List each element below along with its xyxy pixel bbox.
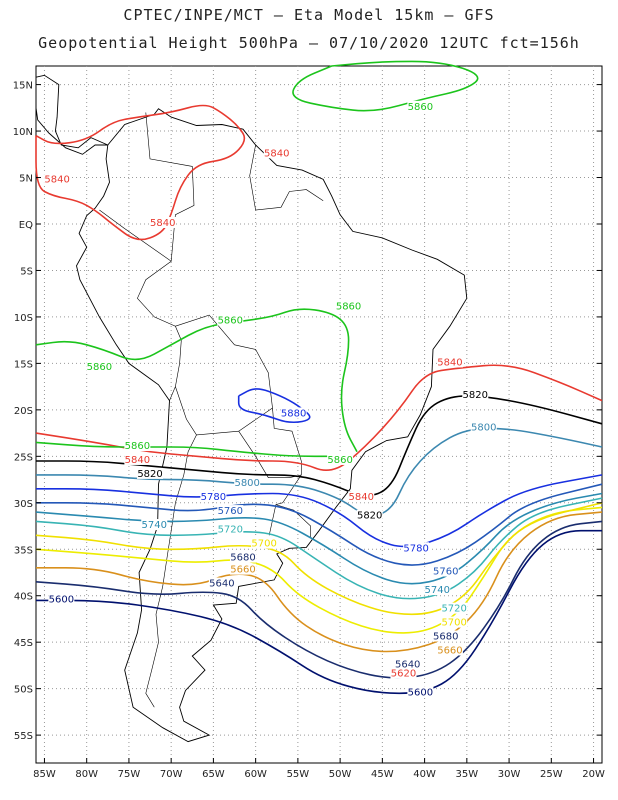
contour-5680	[35, 506, 603, 634]
contour-label-5640: 5640	[209, 579, 234, 590]
contour-label-5820: 5820	[357, 511, 382, 522]
contour-5760	[36, 483, 603, 566]
lat-tick-label: 50S	[14, 685, 33, 696]
lon-tick-label: 40W	[413, 769, 436, 780]
closed-contour-5880	[237, 388, 311, 424]
contour-label-5860: 5860	[408, 102, 433, 113]
contour-label-5860: 5860	[336, 302, 361, 313]
contour-5720	[35, 497, 603, 600]
contour-5640	[35, 520, 603, 679]
contour-label-5820: 5820	[137, 469, 162, 480]
central-america-coast	[35, 74, 108, 149]
contour-label-5680: 5680	[230, 553, 255, 564]
lon-tick-label: 70W	[160, 769, 183, 780]
contour-label-5820: 5820	[463, 390, 488, 401]
contour-label-5800: 5800	[471, 422, 496, 433]
lat-tick-label: 25S	[14, 452, 33, 463]
contour-label-5860: 5860	[87, 362, 112, 373]
lat-tick-label: 40S	[14, 592, 33, 603]
central-america-pacific-coast	[35, 107, 108, 155]
map-frame	[35, 65, 603, 764]
lon-tick-label: 20W	[582, 769, 605, 780]
country-border	[145, 434, 197, 708]
closed-contour-5860	[292, 60, 479, 112]
contour-label-5620: 5620	[391, 669, 416, 680]
contour-label-5700: 5700	[251, 539, 276, 550]
map-title-line-1: CPTEC/INPE/MCT – Eta Model 15km – GFS	[123, 6, 495, 24]
contour-label-5800: 5800	[234, 478, 259, 489]
contour-label-5740: 5740	[142, 520, 167, 531]
lon-tick-label: 35W	[456, 769, 479, 780]
contour-5600	[36, 529, 602, 695]
contour-label-5600: 5600	[408, 687, 433, 698]
contour-label-5860: 5860	[125, 441, 150, 452]
contour-label-5720: 5720	[441, 604, 466, 615]
lon-tick-label: 50W	[329, 769, 352, 780]
lat-tick-label: 10N	[13, 127, 33, 138]
country-border	[99, 112, 195, 262]
country-border	[275, 504, 311, 538]
contour-label-5860: 5860	[218, 316, 243, 327]
lat-tick-label: 15S	[14, 359, 33, 370]
contour-5740	[35, 492, 603, 585]
contour-label-5840: 5840	[150, 218, 175, 229]
contour-label-5700: 5700	[441, 618, 466, 629]
lon-tick-label: 80W	[75, 769, 98, 780]
contour-label-5660: 5660	[230, 565, 255, 576]
lon-tick-label: 30W	[498, 769, 521, 780]
lat-tick-label: 35S	[14, 545, 33, 556]
lon-tick-label: 65W	[202, 769, 225, 780]
contour-5780	[36, 474, 603, 548]
contour-label-5860: 5860	[327, 455, 352, 466]
contour-label-5840: 5840	[264, 148, 289, 159]
contour-label-5720: 5720	[218, 525, 243, 536]
contour-5700	[35, 502, 603, 616]
lat-tick-label: 45S	[14, 638, 33, 649]
contour-label-5680: 5680	[433, 632, 458, 643]
lat-tick-label: 30S	[14, 499, 33, 510]
contour-label-5840: 5840	[349, 492, 374, 503]
closed-contour-5840	[35, 104, 246, 241]
contour-label-5780: 5780	[201, 492, 226, 503]
contour-label-5840: 5840	[44, 174, 69, 185]
lon-tick-label: 55W	[287, 769, 310, 780]
lat-tick-label: 55S	[14, 731, 33, 742]
lat-tick-label: 15N	[13, 81, 33, 92]
contour-label-5780: 5780	[403, 543, 428, 554]
lon-tick-label: 45W	[371, 769, 394, 780]
contour-label-5760: 5760	[218, 506, 243, 517]
contour-label-5600: 5600	[49, 594, 74, 605]
lon-tick-label: 25W	[540, 769, 563, 780]
lon-tick-label: 75W	[118, 769, 141, 780]
lat-tick-label: 5S	[20, 266, 33, 277]
coastline	[35, 74, 468, 743]
country-border	[249, 144, 324, 211]
contour-5860	[35, 308, 358, 453]
contour-labels: 5840 5840 5840 5860 5860 5860 5860 5860 5860 5880…	[44, 100, 497, 698]
lat-tick-label: 20S	[14, 406, 33, 417]
contour-label-5640: 5640	[395, 659, 420, 670]
map-title-line-2: Geopotential Height 500hPa – 07/10/2020 …	[38, 34, 580, 52]
contour-label-5740: 5740	[425, 585, 450, 596]
lat-tick-label: EQ	[19, 220, 33, 231]
lon-tick-label: 60W	[244, 769, 267, 780]
contour-label-5660: 5660	[437, 645, 462, 656]
lat-tick-label: 5N	[19, 174, 33, 185]
contour-label-5760: 5760	[433, 566, 458, 577]
lat-tick-label: 10S	[14, 313, 33, 324]
contour-label-5840: 5840	[437, 357, 462, 368]
axis-ticks: 85W 80W 75W 70W 65W 60W 55W 50W 45W 40W 35W 30W 25W 2…	[13, 81, 605, 780]
contour-5660	[36, 511, 603, 653]
south-america-coast	[76, 108, 468, 743]
contour-5860	[35, 441, 341, 458]
lon-tick-label: 85W	[33, 769, 56, 780]
contour-label-5840: 5840	[125, 455, 150, 466]
contour-label-5880: 5880	[281, 409, 306, 420]
